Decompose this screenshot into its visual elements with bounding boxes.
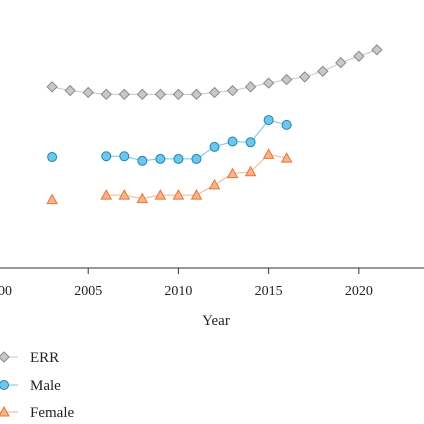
- legend-label-female: Female: [30, 405, 74, 421]
- legend-marker-female: [0, 405, 10, 417]
- point-err-2003: [46, 81, 58, 93]
- point-male-2015: [263, 115, 274, 126]
- point-female-2012: [208, 178, 221, 190]
- point-err-2012: [208, 86, 221, 99]
- point-err-2017: [299, 71, 311, 83]
- x-tick-label-2005: 2005: [74, 284, 102, 299]
- legend-entry-male: Male: [0, 378, 61, 394]
- x-tick-label-2000: 2000: [0, 284, 12, 299]
- point-err-2009: [154, 88, 167, 101]
- point-male-2011: [191, 153, 202, 164]
- point-male-2003: [47, 152, 58, 163]
- point-err-2015: [262, 77, 275, 89]
- point-err-2019: [335, 57, 347, 69]
- point-male-2016: [281, 119, 292, 130]
- point-female-2015: [262, 148, 275, 159]
- series-female: [46, 148, 293, 205]
- point-female-2008: [136, 192, 149, 204]
- x-tick-label-2010: 2010: [164, 284, 192, 299]
- point-err-2014: [244, 81, 257, 93]
- point-err-2011: [190, 88, 203, 101]
- point-female-2009: [154, 189, 167, 200]
- point-female-2013: [226, 167, 239, 179]
- point-female-2014: [244, 165, 257, 177]
- point-err-2021: [371, 44, 383, 56]
- point-male-2014: [245, 137, 256, 148]
- point-err-2013: [226, 84, 239, 97]
- point-male-2006: [101, 151, 112, 162]
- point-err-2004: [64, 84, 76, 97]
- point-female-2007: [118, 189, 131, 200]
- point-err-2007: [118, 88, 130, 101]
- point-female-2010: [172, 189, 185, 200]
- x-tick-label-2015: 2015: [255, 284, 283, 299]
- point-male-2007: [119, 151, 130, 162]
- series-err: [46, 44, 383, 101]
- point-err-2006: [100, 88, 112, 101]
- legend-label-err: ERR: [30, 350, 59, 366]
- point-male-2012: [209, 141, 220, 152]
- legend-entry-err: ERR: [0, 350, 59, 366]
- x-axis-title: Year: [202, 313, 230, 329]
- legend-marker-male: [0, 380, 9, 390]
- plot-area: [46, 44, 383, 205]
- legend-marker-err: [0, 351, 10, 363]
- point-female-2006: [100, 189, 113, 200]
- point-err-2010: [172, 88, 185, 101]
- point-male-2008: [137, 155, 148, 166]
- point-err-2008: [136, 88, 149, 101]
- point-female-2003: [46, 193, 58, 205]
- point-male-2013: [227, 136, 238, 147]
- point-female-2016: [280, 152, 293, 163]
- point-err-2018: [317, 65, 329, 77]
- legend-label-male: Male: [30, 378, 61, 394]
- point-err-2016: [280, 73, 293, 86]
- x-ticks: 2000 2005 2010 2015 2020: [0, 268, 373, 299]
- point-err-2020: [353, 50, 365, 62]
- legend-entry-female: Female: [0, 405, 74, 421]
- point-female-2011: [190, 189, 203, 200]
- x-tick-label-2020: 2020: [345, 284, 373, 299]
- point-male-2009: [155, 153, 166, 164]
- series-male: [47, 115, 292, 166]
- legend: ERR Male Female: [0, 350, 74, 421]
- point-err-2005: [82, 86, 94, 99]
- point-male-2010: [173, 153, 184, 164]
